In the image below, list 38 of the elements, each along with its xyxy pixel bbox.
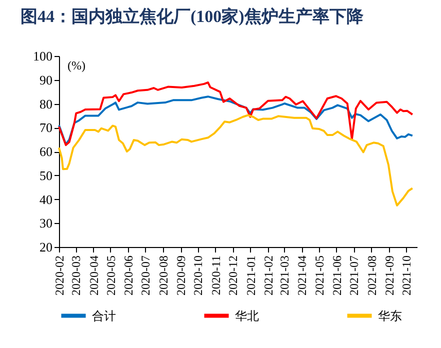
x-tick-label: 2021-10 — [400, 256, 414, 296]
line-series — [58, 114, 414, 206]
y-axis-title: (%) — [68, 58, 86, 72]
y-tick-label: 50 — [40, 168, 52, 183]
x-tick-label: 2021-02 — [261, 256, 276, 296]
y-tick-label: 20 — [40, 240, 52, 254]
y-tick-label: 60 — [40, 144, 52, 159]
x-tick-label: 2021-06 — [330, 256, 344, 296]
x-tick-label: 2021-04 — [295, 256, 310, 296]
y-tick-label: 100 — [33, 48, 52, 64]
x-tick-label: 2020-07 — [138, 256, 153, 296]
x-tick-label: 2020-05 — [104, 256, 118, 296]
x-tick-label: 2021-01 — [244, 256, 258, 296]
line-series — [58, 96, 414, 146]
x-tick-label: 2021-03 — [277, 256, 292, 296]
x-tick-label: 2021-09 — [382, 256, 397, 296]
y-tick-label: 80 — [40, 96, 52, 112]
x-tick-label: 2021-08 — [364, 256, 379, 296]
x-tick-label: 2021-07 — [347, 256, 362, 296]
y-tick-label: 30 — [40, 216, 52, 231]
x-tick-label: 2020-08 — [156, 256, 170, 296]
y-tick-label: 90 — [40, 72, 52, 88]
x-tick-label: 2020-10 — [191, 256, 206, 296]
x-tick-label: 2020-06 — [122, 256, 136, 296]
y-tick-label: 40 — [40, 192, 52, 207]
legend-label: 华东 — [378, 308, 402, 323]
legend-label: 合计 — [92, 308, 116, 323]
x-tick-label: 2020-04 — [86, 256, 101, 296]
x-tick-label: 2021-05 — [312, 256, 326, 296]
x-tick-label: 2020-03 — [69, 256, 84, 296]
x-tick-label: 2020-02 — [52, 256, 66, 296]
x-tick-label: 2020-12 — [226, 256, 240, 296]
chart-title: 图44：国内独立焦化厂(100家)焦炉生产率下降 — [20, 7, 364, 26]
y-tick-label: 70 — [40, 120, 52, 136]
legend-label: 华北 — [235, 308, 259, 323]
x-tick-label: 2020-09 — [174, 256, 188, 296]
x-tick-label: 2020-11 — [208, 256, 223, 296]
line-series — [58, 82, 414, 146]
